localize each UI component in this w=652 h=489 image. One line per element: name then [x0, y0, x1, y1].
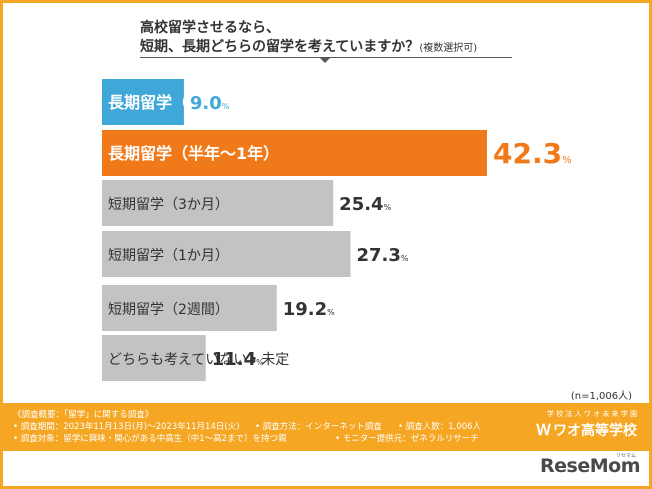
category-label-5: どちらも考えていない・未定: [108, 352, 289, 368]
category-label-4: 短期留学（2週間）: [108, 302, 229, 318]
survey-count: • 調査人数：1,006人: [398, 422, 482, 432]
question-line-2: 短期、長期どちらの留学を考えていますか？(複数選択可): [140, 36, 477, 56]
survey-title: 《調査概要：「留学」に関する調査》: [13, 410, 154, 420]
brand-logo: 𝖶 ワオ高等学校: [536, 420, 637, 440]
value-label-0: 9.0%: [190, 93, 230, 114]
question-text: 短期、長期どちらの留学を考えていますか？: [140, 39, 420, 55]
bar-3: [102, 231, 351, 277]
question-line-1: 高校留学させるなら、: [140, 20, 280, 36]
category-label-3: 短期留学（1か月）: [108, 248, 229, 264]
value-label-3: 27.3%: [356, 245, 408, 266]
bar-5: [102, 335, 206, 381]
survey-footer: 《調査概要：「留学」に関する調査》 • 調査期間：2023年11月13日(月)〜…: [3, 403, 649, 451]
survey-target: • 調査対象：留学に興味・関心がある中高生（中1〜高2まで）を持つ親: [13, 434, 287, 444]
bar-chart: 長期留学（2年）9.0% 長期留学（半年〜1年） 42.3% 短期留学（3か月） 25.…: [102, 79, 572, 381]
value-label-1: 42.3%: [493, 137, 572, 170]
question-note: (複数選択可): [419, 43, 478, 54]
respondent-count: (n=1,006人): [570, 391, 632, 402]
survey-provider: • モニター提供元：ゼネラルリサーチ: [335, 434, 479, 444]
value-label-4: 19.2%: [283, 299, 335, 320]
bar-1: [102, 130, 487, 176]
bar-4: [102, 285, 277, 331]
bar-2: [102, 180, 334, 226]
brand-name: ワオ高等学校: [553, 423, 637, 439]
value-label-2: 25.4%: [339, 194, 391, 215]
resemom-logo: ReseMom: [540, 455, 640, 477]
category-label-0: 長期留学（2年）: [108, 93, 231, 112]
watermark-ruby: リセマム: [615, 453, 636, 459]
question-pointer-icon: [319, 57, 331, 63]
brand-subtitle: 学 校 法 人 ワ オ 未 来 学 園: [546, 410, 637, 418]
survey-period: • 調査期間：2023年11月13日(月)〜2023年11月14日(火): [13, 422, 240, 432]
category-label-2: 短期留学（3か月）: [108, 197, 229, 213]
survey-method: • 調査方法：インターネット調査: [255, 422, 382, 432]
bars-group: 長期留学（2年）9.0% 長期留学（半年〜1年） 42.3% 短期留学（3か月） 25.…: [102, 79, 572, 381]
bar-0: [102, 79, 184, 125]
category-label-1: 長期留学（半年〜1年）: [108, 144, 279, 163]
w-logo-icon: 𝖶: [536, 421, 551, 439]
value-label-5: 11.4%: [212, 349, 264, 370]
